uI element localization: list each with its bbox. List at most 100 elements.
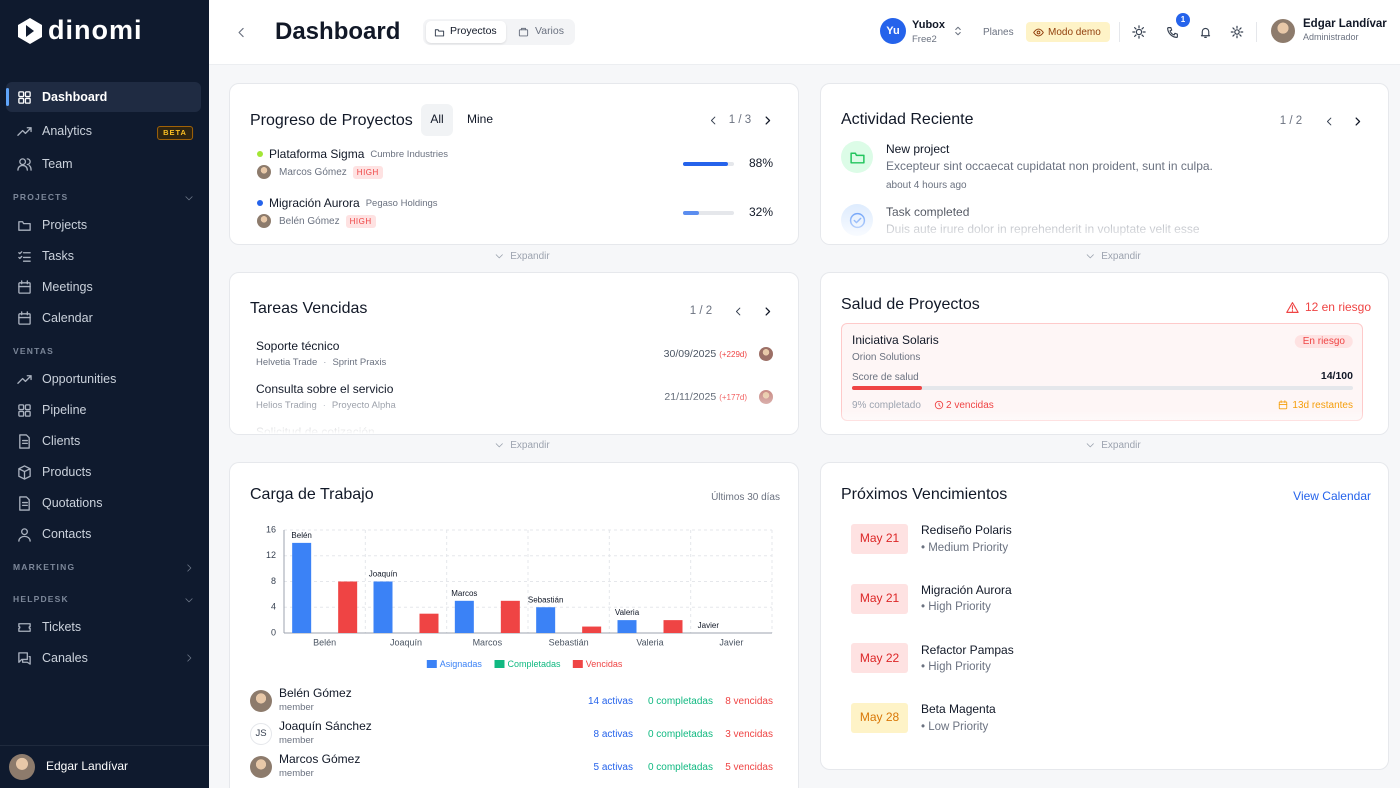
fade-overlay bbox=[821, 200, 1388, 244]
expand-button[interactable]: Expandir bbox=[1085, 436, 1141, 454]
filter[interactable]: All bbox=[430, 112, 444, 127]
nav-icon-shape bbox=[17, 281, 31, 294]
y-tick-label: 4 bbox=[271, 602, 276, 612]
status-dot bbox=[257, 200, 263, 206]
nav-item[interactable] bbox=[6, 488, 201, 518]
call-button bbox=[1166, 26, 1178, 38]
expand-button[interactable]: Expandir bbox=[1085, 247, 1141, 265]
nav-icon bbox=[17, 279, 31, 294]
nav-icon bbox=[17, 622, 31, 632]
card-title: Progreso de Proyectos bbox=[250, 111, 413, 129]
nav-chevron bbox=[187, 654, 192, 662]
nav-item[interactable] bbox=[6, 210, 201, 240]
member-avatar bbox=[250, 756, 272, 778]
activity-icon-bg bbox=[841, 141, 873, 173]
expand-chevron bbox=[495, 443, 503, 448]
date-badge bbox=[851, 643, 908, 674]
nav-icon bbox=[16, 157, 32, 171]
nav-item[interactable] bbox=[6, 519, 201, 549]
demo-icon-shape bbox=[1036, 30, 1040, 34]
card-title: Próximos Vencimientos bbox=[841, 485, 1008, 503]
nav-label: Projects bbox=[42, 217, 88, 232]
nav-item[interactable] bbox=[6, 241, 201, 271]
tab-active[interactable] bbox=[426, 21, 506, 43]
period-label: Últimos 30 días bbox=[711, 491, 780, 503]
nav-icon bbox=[17, 403, 31, 417]
bar bbox=[582, 626, 602, 633]
theme-button bbox=[1132, 25, 1146, 39]
nav-icon bbox=[17, 527, 31, 542]
org-switch bbox=[955, 26, 961, 36]
nav-icon-shape bbox=[16, 374, 32, 384]
x-tick-label: Valeria bbox=[636, 637, 663, 647]
project-heading: Plataforma Sigma Cumbre Industries bbox=[269, 145, 448, 163]
tab[interactable]: Proyectos bbox=[450, 25, 497, 38]
x-tick-label: Javier bbox=[719, 637, 743, 647]
expand-button[interactable]: Expandir bbox=[494, 247, 550, 265]
nav-icon-shape bbox=[17, 279, 31, 287]
org-plan: Free2 bbox=[912, 33, 937, 45]
progress-value: 32% bbox=[748, 205, 773, 220]
bar bbox=[663, 620, 683, 633]
nav-label: Team bbox=[42, 156, 73, 171]
workload-chart: 0 4 8 12 16 Belén Belén Joaquín Joaquín Marcos Mar… bbox=[266, 524, 773, 669]
nav-item[interactable] bbox=[6, 303, 201, 333]
nav-icon-shape bbox=[16, 157, 32, 171]
filter-active[interactable] bbox=[421, 104, 453, 136]
nav-item[interactable] bbox=[6, 395, 201, 425]
member-role: member bbox=[279, 701, 314, 713]
member-role: member bbox=[279, 767, 314, 779]
nav-label: Opportunities bbox=[42, 371, 117, 386]
plans-link[interactable]: Planes bbox=[983, 26, 1014, 38]
logo-arrow bbox=[26, 25, 34, 37]
nav-icon-shape bbox=[24, 403, 31, 410]
bar-label: Marcos bbox=[451, 589, 477, 598]
org-name[interactable]: Yubox bbox=[912, 18, 946, 31]
header-user-name[interactable]: Edgar Landívar bbox=[1303, 17, 1387, 30]
nav-item[interactable] bbox=[6, 149, 201, 179]
demo-badge bbox=[1026, 22, 1110, 42]
filter[interactable]: Mine bbox=[467, 112, 494, 127]
bar-label: Valeria bbox=[615, 608, 640, 617]
nav-item[interactable] bbox=[6, 457, 201, 487]
overdue-icon bbox=[934, 400, 944, 410]
nav-item[interactable] bbox=[6, 643, 201, 673]
brand-name: dinomi bbox=[48, 15, 143, 46]
nav-label: Dashboard bbox=[42, 89, 108, 104]
nav-icon bbox=[17, 250, 31, 262]
nav-item[interactable] bbox=[6, 272, 201, 302]
project-client: Orion Solutions bbox=[852, 351, 921, 363]
tab-icon bbox=[434, 28, 444, 36]
nav-item[interactable] bbox=[6, 612, 201, 642]
member-late: 3 vencidas bbox=[725, 728, 773, 740]
score-track bbox=[852, 386, 1353, 390]
nav-item[interactable] bbox=[6, 82, 201, 112]
view-calendar-link[interactable]: View Calendar bbox=[1293, 489, 1371, 504]
member-avatar bbox=[250, 723, 272, 745]
pager-prev bbox=[1326, 117, 1331, 125]
remaining-icon bbox=[1278, 400, 1288, 410]
nav-item[interactable] bbox=[6, 426, 201, 456]
pager-next-shape bbox=[765, 115, 770, 125]
score-bar bbox=[852, 386, 923, 390]
bar bbox=[454, 600, 474, 633]
header-user-role: Administrador bbox=[1303, 32, 1359, 43]
member-initials: JS bbox=[255, 727, 267, 739]
expand-button[interactable]: Expandir bbox=[494, 436, 550, 454]
theme-button-shape bbox=[1135, 28, 1143, 36]
risk-icon bbox=[1286, 301, 1299, 313]
owner-name: Marcos Gómez bbox=[279, 166, 347, 178]
task-project: Sprint Praxis bbox=[332, 356, 387, 368]
overdue-count: 2 vencidas bbox=[946, 399, 994, 411]
expand-chevron bbox=[495, 254, 503, 259]
nav-icon-shape bbox=[17, 90, 24, 97]
nav-icon-shape bbox=[17, 464, 31, 480]
x-tick-label: Belén bbox=[313, 637, 336, 647]
y-tick-label: 8 bbox=[271, 576, 276, 586]
expand-label: Expandir bbox=[1101, 439, 1141, 451]
page-title: Dashboard bbox=[275, 18, 401, 46]
tab[interactable]: Varios bbox=[535, 25, 564, 38]
score-label: Score de salud bbox=[852, 371, 919, 383]
pager-prev-shape bbox=[710, 116, 715, 124]
